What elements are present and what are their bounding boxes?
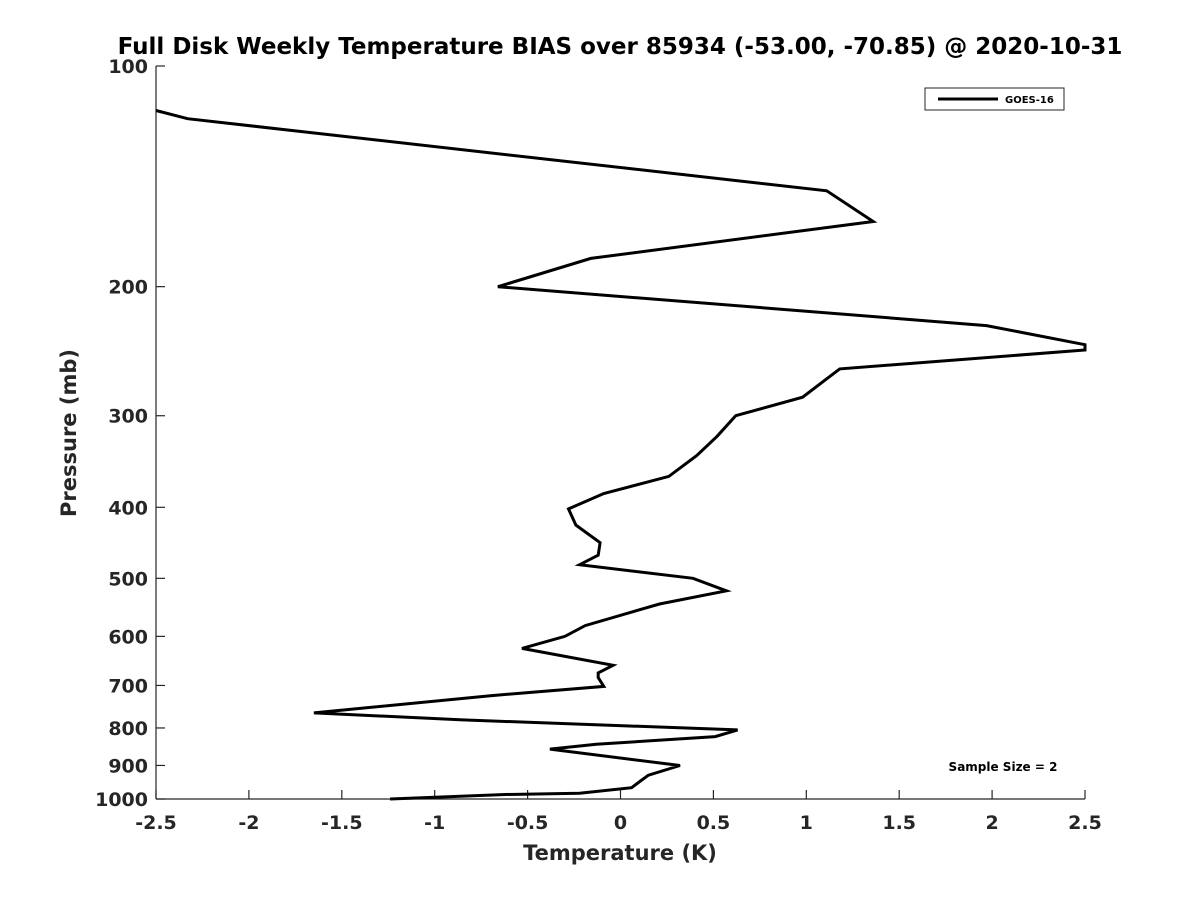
y-tick-label: 500 (108, 568, 148, 590)
y-tick-label: 600 (108, 626, 148, 648)
y-tick-label: 900 (108, 755, 148, 777)
x-tick-label: 1.5 (882, 812, 916, 834)
x-tick-label: -2 (238, 812, 259, 834)
chart-title: Full Disk Weekly Temperature BIAS over 8… (118, 34, 1123, 60)
y-axis-ticks: 100 200 300 400 500 600 700 800 900 1000 (95, 56, 165, 811)
x-tick-label: 2 (985, 812, 998, 834)
x-tick-label: 0 (614, 812, 627, 834)
y-axis-label: Pressure (mb) (57, 349, 81, 517)
x-axis-ticks: -2.5 -2 -1.5 -1 -0.5 0 0.5 1 1.5 2 2.5 (135, 790, 1102, 834)
y-tick-label: 300 (108, 406, 148, 428)
y-tick-label: 800 (108, 718, 148, 740)
x-tick-label: -1.5 (321, 812, 363, 834)
y-tick-label: 200 (108, 277, 148, 299)
series-line-goes16 (155, 109, 1087, 801)
series-lines (155, 109, 1087, 801)
plot-axes (155, 66, 1085, 800)
x-tick-label: -0.5 (507, 812, 549, 834)
sample-size-annotation: Sample Size = 2 (949, 760, 1058, 774)
x-tick-label: -2.5 (135, 812, 177, 834)
y-tick-label: 700 (108, 675, 148, 697)
legend: GOES-16 (924, 87, 1065, 111)
y-tick-label: 1000 (95, 789, 148, 811)
y-tick-label: 400 (108, 497, 148, 519)
x-tick-label: 2.5 (1068, 812, 1102, 834)
legend-label-goes16: GOES-16 (1005, 95, 1054, 106)
x-tick-label: 1 (800, 812, 813, 834)
x-tick-label: 0.5 (697, 812, 731, 834)
x-axis-label: Temperature (K) (523, 841, 717, 865)
x-tick-label: -1 (424, 812, 445, 834)
y-tick-label: 100 (108, 56, 148, 78)
